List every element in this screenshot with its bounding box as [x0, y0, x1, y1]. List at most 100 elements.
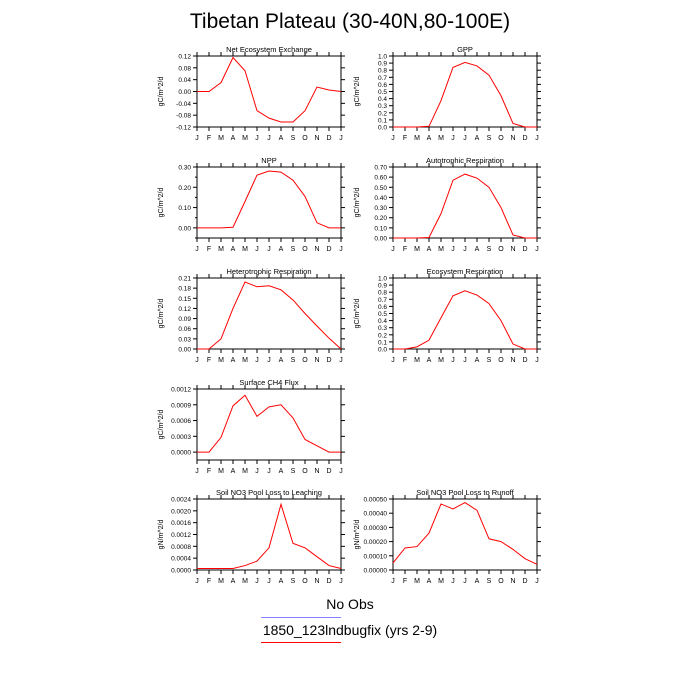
- chart-1-xtick-label: J: [339, 135, 343, 142]
- chart-9-xtick-label: M: [438, 578, 444, 585]
- chart-1-xtick-label: J: [255, 135, 259, 142]
- chart-5-xtick-label: J: [339, 357, 343, 364]
- chart-7-xtick-label: A: [279, 468, 284, 475]
- chart-7-title: Surface CH4 Flux: [239, 378, 298, 387]
- chart-8-xtick-label: O: [302, 578, 308, 585]
- chart-6-frame: [392, 277, 538, 350]
- chart-4-ytick-label: 0.10: [374, 225, 387, 232]
- chart-6-ytick-label: 0.3: [378, 325, 387, 332]
- chart-7-xtick-label: J: [255, 468, 259, 475]
- chart-8-ytick-label: 0.0020: [171, 508, 191, 515]
- chart-2-xtick-label: J: [391, 135, 395, 142]
- chart-7-xtick-label: M: [218, 468, 224, 475]
- chart-2-xtick-label: J: [463, 135, 467, 142]
- chart-7-xtick-label: F: [207, 468, 211, 475]
- chart-9-series-1-line: [392, 501, 538, 565]
- chart-2-frame: [392, 55, 538, 128]
- chart-4-frame: [392, 166, 538, 239]
- chart-8-title: Soil NO3 Pool Loss to Leaching: [216, 488, 322, 497]
- chart-2-ytick-label: 0.7: [378, 75, 387, 82]
- chart-9-frame: [392, 498, 538, 571]
- chart-8-ytick-label: 0.0004: [171, 556, 191, 563]
- chart-4-ylabel: gC/m^2/d: [354, 188, 361, 218]
- legend-model-line: [261, 642, 341, 643]
- chart-5-ytick-label: 0.06: [178, 326, 191, 333]
- chart-1-xtick-label: M: [242, 135, 248, 142]
- chart-7-ytick-label: 0.0012: [171, 387, 191, 394]
- chart-4-xtick-label: J: [463, 246, 467, 253]
- chart-8-xtick-label: S: [291, 578, 296, 585]
- chart-2-ytick-label: 0.0: [378, 125, 387, 132]
- chart-9-xtick-label: M: [414, 578, 420, 585]
- chart-3-xtick-label: M: [218, 246, 224, 253]
- chart-9-xtick-label: D: [522, 578, 527, 585]
- chart-1-ytick-label: -0.04: [176, 101, 191, 108]
- chart-6-ytick-label: 0.6: [378, 304, 387, 311]
- chart-9-xtick-label: F: [403, 578, 407, 585]
- chart-7-series-1-line: [197, 394, 341, 453]
- chart-8-xtick-label: N: [314, 578, 319, 585]
- chart-8-xtick-label: A: [231, 578, 236, 585]
- chart-1-ytick-label: -0.12: [176, 125, 191, 132]
- chart-5-xtick-label: N: [314, 357, 319, 364]
- chart-3-xtick-label: O: [302, 246, 308, 253]
- chart-2-xtick-label: M: [438, 135, 444, 142]
- chart-1-ytick-label: 0.08: [178, 65, 191, 72]
- chart-8-xtick-label: M: [218, 578, 224, 585]
- chart-3-series-1-line: [197, 170, 341, 229]
- chart-9-ytick-label: 0.00010: [364, 553, 388, 560]
- chart-7-ytick-label: 0.0003: [171, 434, 191, 441]
- chart-4-ytick-label: 0.60: [374, 175, 387, 182]
- chart-3-title: NPP: [261, 156, 276, 165]
- chart-4-ytick-label: 0.00: [374, 236, 387, 243]
- chart-1-xtick-label: M: [218, 135, 224, 142]
- chart-4-ytick-label: 0.70: [374, 165, 387, 172]
- chart-8-xtick-label: J: [255, 578, 259, 585]
- chart-2-ytick-label: 1.0: [378, 54, 387, 61]
- chart-3-xtick-label: N: [314, 246, 319, 253]
- chart-6-xtick-label: F: [403, 357, 407, 364]
- chart-6-xtick-label: A: [427, 357, 432, 364]
- chart-9-title: Soil NO3 Pool Loss to Runoff: [416, 488, 514, 497]
- chart-7-xtick-label: O: [302, 468, 308, 475]
- page-title: Tibetan Plateau (30-40N,80-100E): [189, 10, 511, 33]
- chart-4-xtick-label: F: [403, 246, 407, 253]
- chart-1-xtick-label: D: [326, 135, 331, 142]
- chart-1-frame: [196, 55, 342, 128]
- chart-6-ytick-label: 0.8: [378, 290, 387, 297]
- chart-2-ytick-label: 0.4: [378, 96, 387, 103]
- chart-7-ylabel: gC/m^2/d: [158, 410, 165, 440]
- chart-6-xtick-label: M: [438, 357, 444, 364]
- chart-6-xtick-label: M: [414, 357, 420, 364]
- chart-7-ytick-label: 0.0006: [171, 418, 191, 425]
- chart-1-ytick-label: 0.00: [178, 89, 191, 96]
- chart-2-xtick-label: J: [535, 135, 539, 142]
- chart-1-series-1-line: [197, 56, 342, 123]
- chart-6-xtick-label: D: [522, 357, 527, 364]
- chart-9-ytick-label: 0.00030: [364, 525, 388, 532]
- chart-8-xtick-label: D: [326, 578, 331, 585]
- chart-7-xtick-label: N: [314, 468, 319, 475]
- chart-6-ytick-label: 0.1: [378, 339, 387, 346]
- chart-5-xtick-label: M: [218, 357, 224, 364]
- chart-1-ytick-label: -0.08: [176, 113, 191, 120]
- chart-3-ytick-label: 0.00: [178, 225, 191, 232]
- chart-2-xtick-label: N: [510, 135, 515, 142]
- chart-4-series-1-line: [393, 173, 537, 239]
- legend-obs-line: [261, 617, 341, 618]
- legend-model-label: 1850_123lndbugfix (yrs 2-9): [262, 622, 438, 638]
- chart-2-ytick-label: 0.2: [378, 110, 387, 117]
- chart-6-ylabel: gC/m^2/d: [354, 299, 361, 329]
- chart-9-xtick-label: O: [498, 578, 504, 585]
- chart-8-ytick-label: 0.0012: [171, 532, 191, 539]
- chart-3-xtick-label: J: [267, 246, 271, 253]
- chart-9-ytick-label: 0.00040: [364, 511, 388, 518]
- chart-1-xtick-label: S: [291, 135, 296, 142]
- chart-6-xtick-label: J: [535, 357, 539, 364]
- chart-9-xtick-label: J: [451, 578, 455, 585]
- chart-6-ytick-label: 1.0: [378, 276, 387, 283]
- chart-9-xtick-label: J: [463, 578, 467, 585]
- chart-2-xtick-label: D: [522, 135, 527, 142]
- chart-3-xtick-label: J: [255, 246, 259, 253]
- chart-3-ylabel: gC/m^2/d: [158, 188, 165, 218]
